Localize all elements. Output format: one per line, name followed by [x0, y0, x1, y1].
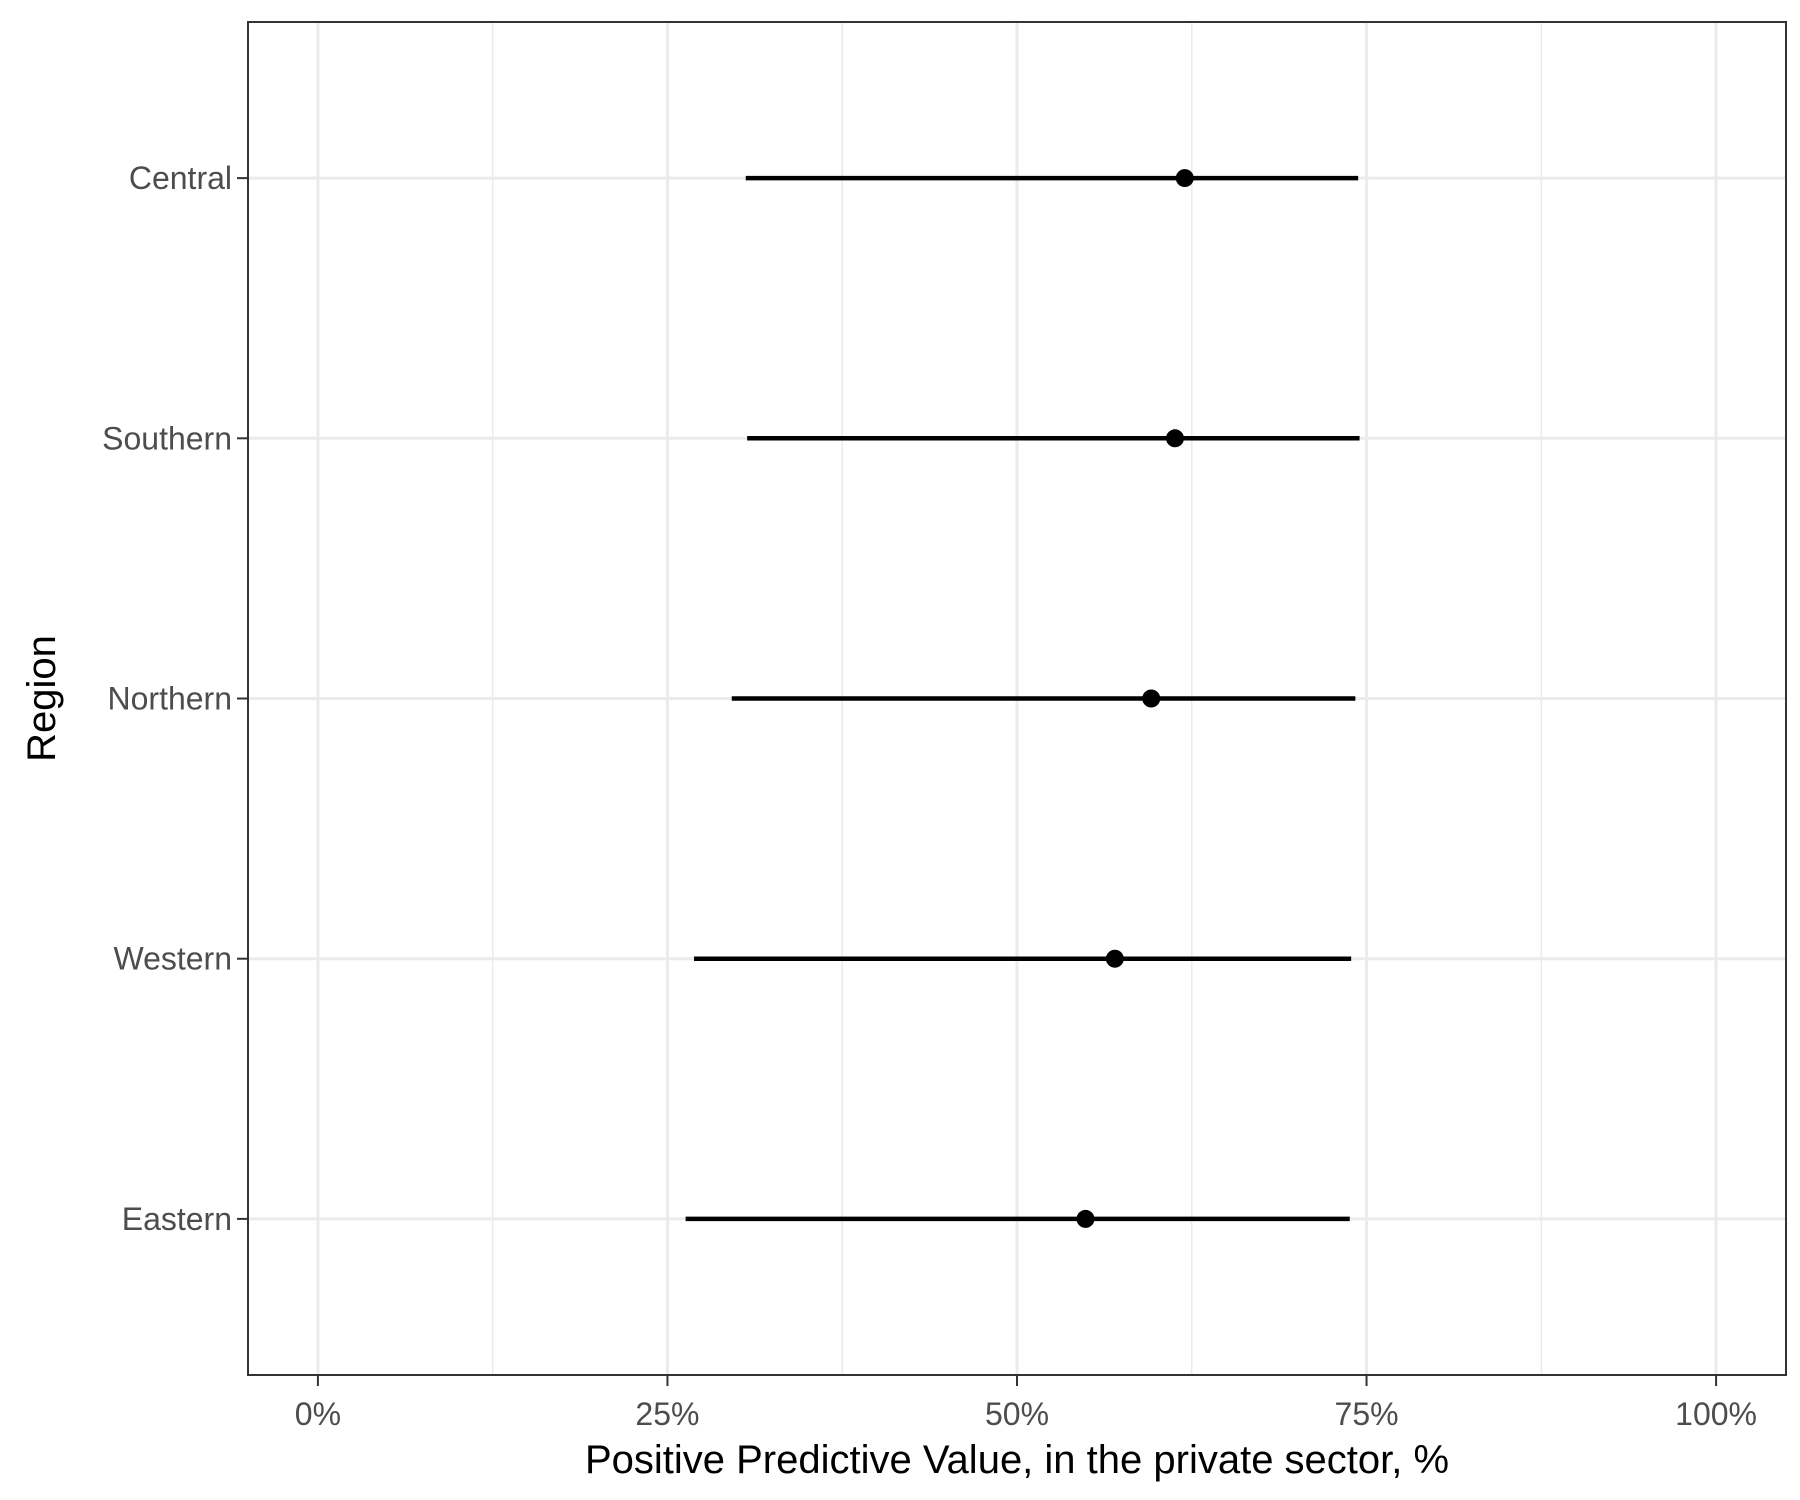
y-axis: Central Southern Northern Western Eastern: [102, 160, 248, 1237]
x-tick-label: 0%: [295, 1396, 341, 1432]
point-estimate-southern: [1165, 429, 1184, 448]
error-bars: [685, 169, 1360, 1228]
x-axis: 0% 25% 50% 75% 100%: [295, 1375, 1757, 1432]
y-tick-label: Central: [129, 160, 232, 196]
x-tick-label: 50%: [985, 1396, 1049, 1432]
x-tick-label: 100%: [1675, 1396, 1757, 1432]
y-tick-label: Eastern: [122, 1201, 232, 1237]
x-tick-label: 25%: [635, 1396, 699, 1432]
x-axis-title: Positive Predictive Value, in the privat…: [585, 1438, 1449, 1482]
point-estimate-eastern: [1076, 1209, 1095, 1228]
point-estimate-northern: [1142, 689, 1161, 708]
y-tick-label: Southern: [102, 420, 232, 456]
point-estimate-western: [1105, 949, 1124, 968]
y-tick-label: Northern: [108, 681, 233, 717]
y-axis-title: Region: [20, 635, 64, 762]
point-estimate-central: [1175, 169, 1194, 188]
y-tick-label: Western: [113, 941, 232, 977]
x-tick-label: 75%: [1335, 1396, 1399, 1432]
